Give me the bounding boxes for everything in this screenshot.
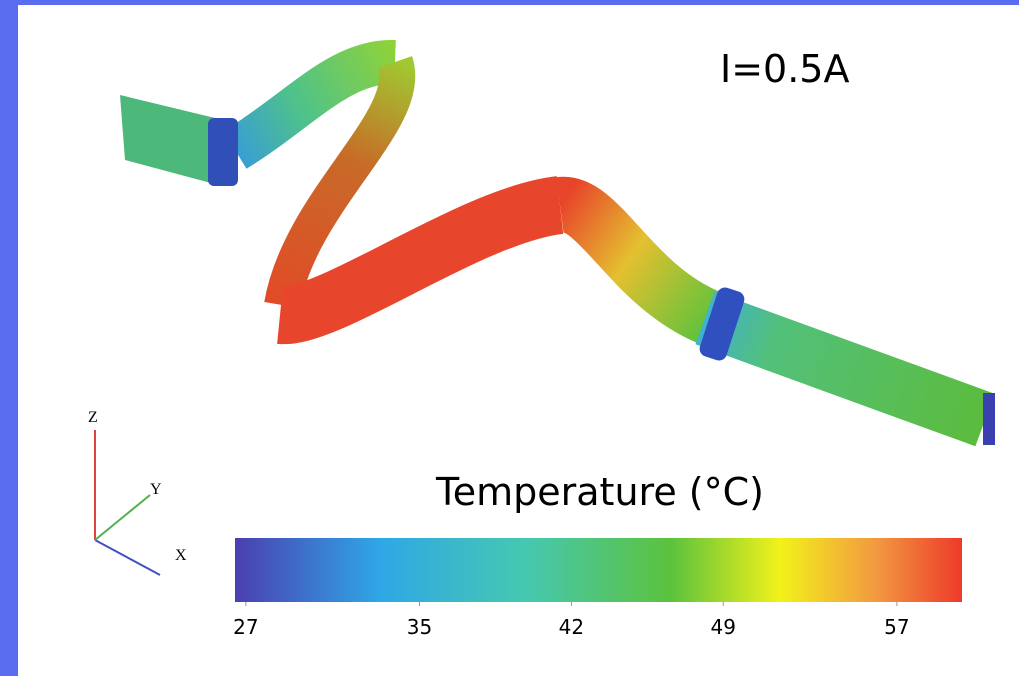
conductor-model (120, 40, 995, 447)
colorbar (235, 538, 962, 602)
y-label: Y (150, 481, 162, 498)
current-annotation: I=0.5A (720, 47, 849, 91)
colorbar-tick-label: 35 (407, 615, 432, 639)
z-label: Z (88, 409, 98, 426)
colorbar-tick-label: 57 (884, 615, 909, 639)
colorbar-tick-label: 42 (559, 615, 584, 639)
colorbar-title: Temperature (°C) (435, 470, 764, 514)
axis-triad: Z Y X (88, 409, 187, 576)
colorbar-tick-label: 49 (711, 615, 736, 639)
colorbar-tick-label: 27 (233, 615, 258, 639)
x-label: X (175, 547, 187, 564)
